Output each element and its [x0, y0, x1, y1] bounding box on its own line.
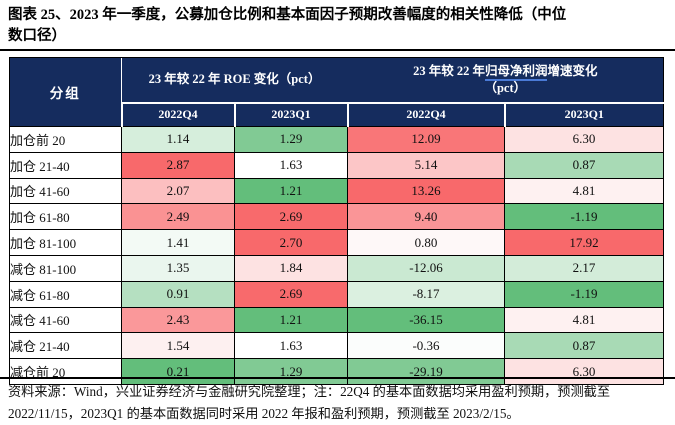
row-label: 加仓 81-100: [9, 229, 122, 256]
value-cell: 2.70: [233, 229, 349, 256]
table-row: 减仓 61-80 0.91 2.69 -8.17 -1.19: [9, 280, 665, 308]
subheader-roe-2023q1: 2023Q1: [233, 101, 348, 127]
table-row: 加仓 61-80 2.49 2.69 9.40 -1.19: [9, 203, 665, 231]
value-cell: -0.36: [347, 332, 506, 360]
table-body: 加仓前 20 1.14 1.29 12.09 6.30 加仓 21-40 2.87 1.63 5…: [9, 126, 665, 385]
column-group-roe-change: 23 年较 22 年 ROE 变化（pct）: [121, 57, 348, 103]
value-cell: 2.17: [504, 254, 665, 282]
column-group-net-profit-change: 23 年较 22 年归母净利润增速变化 （pct）: [347, 57, 664, 103]
value-cell: 1.35: [121, 254, 235, 282]
value-cell: 12.09: [347, 126, 506, 153]
value-cell: 2.69: [233, 203, 349, 231]
value-cell: 1.21: [233, 177, 349, 205]
figure-title: 图表 25、2023 年一季度，公募加仓比例和基本面因子预期改善幅度的相关性降低…: [8, 5, 670, 47]
subheader-roe-2022q4: 2022Q4: [120, 101, 235, 127]
subheader-profit-2022q4: 2022Q4: [346, 101, 505, 127]
row-label: 减仓 21-40: [9, 332, 122, 360]
table-row: 加仓 81-100 1.41 2.70 0.80 17.92: [9, 229, 665, 256]
value-cell: -1.19: [504, 280, 665, 308]
row-label: 加仓 61-80: [9, 203, 122, 231]
value-cell: 0.91: [121, 280, 235, 308]
value-cell: -29.19: [347, 358, 506, 385]
source-footnote-line1: 资料来源：Wind，兴业证券经济与金融研究院整理；注：22Q4 的基本面数据均采…: [8, 384, 611, 399]
table-row: 加仓 41-60 2.07 1.21 13.26 4.81: [9, 177, 665, 205]
value-cell: 1.63: [233, 151, 349, 179]
table-row: 减仓 81-100 1.35 1.84 -12.06 2.17: [9, 254, 665, 282]
net-profit-header-suffix: 增速变化: [547, 63, 598, 78]
row-label: 减仓 61-80: [9, 280, 122, 308]
subheader-profit-2023q1: 2023Q1: [503, 101, 664, 127]
row-label: 减仓前 20: [9, 358, 122, 385]
table-row: 减仓前 20 0.21 1.29 -29.19 6.30: [9, 358, 665, 385]
value-cell: 1.14: [121, 126, 235, 153]
figure-title-line2: 数口径）: [8, 28, 66, 44]
heatmap-table: 分组 23 年较 22 年 ROE 变化（pct） 23 年较 22 年归母净利…: [9, 57, 665, 385]
value-cell: 1.29: [233, 126, 349, 153]
table-row: 加仓 21-40 2.87 1.63 5.14 0.87: [9, 151, 665, 179]
net-profit-keyword-link[interactable]: 归母净利润: [484, 63, 548, 81]
value-cell: 9.40: [347, 203, 506, 231]
row-label: 减仓 81-100: [9, 254, 122, 282]
value-cell: 2.69: [233, 280, 349, 308]
row-label: 加仓前 20: [9, 126, 122, 153]
table-row: 减仓 21-40 1.54 1.63 -0.36 0.87: [9, 332, 665, 360]
value-cell: 4.81: [504, 306, 665, 334]
value-cell: 0.87: [504, 332, 665, 360]
table-row: 减仓 41-60 2.43 1.21 -36.15 4.81: [9, 306, 665, 334]
value-cell: 4.81: [504, 177, 665, 205]
title-divider-line: [0, 49, 675, 51]
net-profit-header-prefix: 23 年较 22 年: [413, 63, 485, 78]
value-cell: 2.87: [121, 151, 235, 179]
footnote-divider-line: [0, 377, 675, 379]
row-label: 加仓 21-40: [9, 151, 122, 179]
value-cell: -12.06: [347, 254, 506, 282]
figure-title-line1: 图表 25、2023 年一季度，公募加仓比例和基本面因子预期改善幅度的相关性降低…: [8, 7, 567, 23]
source-footnote: 资料来源：Wind，兴业证券经济与金融研究院整理；注：22Q4 的基本面数据均采…: [8, 381, 670, 424]
value-cell: 2.43: [121, 306, 235, 334]
value-cell: 13.26: [347, 177, 506, 205]
value-cell: 1.21: [233, 306, 349, 334]
value-cell: 0.80: [347, 229, 506, 256]
value-cell: 1.29: [233, 358, 349, 385]
value-cell: 1.84: [233, 254, 349, 282]
value-cell: 1.54: [121, 332, 235, 360]
column-header-group: 分组: [9, 57, 122, 127]
net-profit-header-unit: （pct）: [484, 80, 527, 95]
value-cell: 5.14: [347, 151, 506, 179]
value-cell: 6.30: [504, 358, 665, 385]
source-footnote-line2: 2022/11/15，2023Q1 的基本面数据同时采用 2022 年报和盈利预…: [8, 405, 520, 421]
row-label: 加仓 41-60: [9, 177, 122, 205]
value-cell: -8.17: [347, 280, 506, 308]
value-cell: 1.41: [121, 229, 235, 256]
table-row: 加仓前 20 1.14 1.29 12.09 6.30: [9, 126, 665, 153]
value-cell: -36.15: [347, 306, 506, 334]
value-cell: 1.63: [233, 332, 349, 360]
value-cell: -1.19: [504, 203, 665, 231]
value-cell: 17.92: [504, 229, 665, 256]
row-label: 减仓 41-60: [9, 306, 122, 334]
value-cell: 2.49: [121, 203, 235, 231]
value-cell: 2.07: [121, 177, 235, 205]
value-cell: 6.30: [504, 126, 665, 153]
value-cell: 0.87: [504, 151, 665, 179]
